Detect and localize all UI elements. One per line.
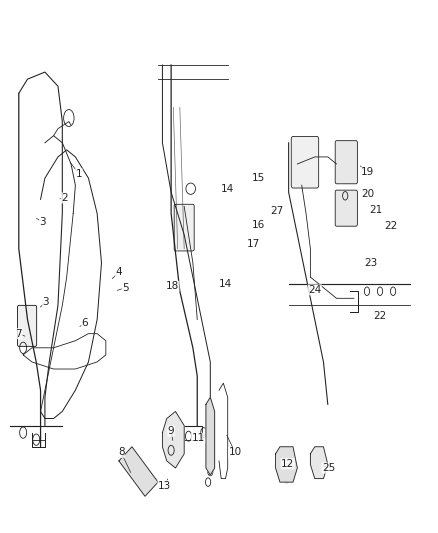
Text: 11: 11 xyxy=(191,433,205,443)
Text: 17: 17 xyxy=(247,239,261,249)
Text: 12: 12 xyxy=(281,459,294,469)
Text: 9: 9 xyxy=(168,426,174,436)
Text: 18: 18 xyxy=(166,281,179,292)
Text: 15: 15 xyxy=(251,173,265,183)
Polygon shape xyxy=(119,447,158,496)
Text: 22: 22 xyxy=(373,311,386,321)
Text: 25: 25 xyxy=(322,463,336,473)
Text: 16: 16 xyxy=(251,221,265,230)
Polygon shape xyxy=(311,447,328,479)
FancyBboxPatch shape xyxy=(291,136,319,188)
Text: 13: 13 xyxy=(158,481,171,491)
Text: 14: 14 xyxy=(219,279,232,289)
Text: 3: 3 xyxy=(39,217,46,227)
Text: 4: 4 xyxy=(116,267,122,277)
Text: 24: 24 xyxy=(308,285,321,295)
Text: 23: 23 xyxy=(364,258,377,268)
FancyBboxPatch shape xyxy=(335,190,357,226)
Text: 19: 19 xyxy=(360,167,374,177)
Text: 27: 27 xyxy=(270,206,283,216)
Polygon shape xyxy=(206,397,215,475)
Text: 21: 21 xyxy=(369,205,382,215)
Text: 7: 7 xyxy=(15,329,22,338)
Text: 5: 5 xyxy=(122,282,129,293)
Text: 22: 22 xyxy=(384,221,398,231)
Text: 8: 8 xyxy=(118,447,124,457)
FancyBboxPatch shape xyxy=(335,141,357,184)
Text: 6: 6 xyxy=(81,318,88,328)
Text: 2: 2 xyxy=(61,193,68,203)
Text: 3: 3 xyxy=(42,297,49,307)
FancyBboxPatch shape xyxy=(174,204,194,251)
Text: 10: 10 xyxy=(229,447,242,457)
Polygon shape xyxy=(162,411,184,468)
Text: 20: 20 xyxy=(362,189,375,199)
Text: 14: 14 xyxy=(221,184,234,195)
Text: 1: 1 xyxy=(75,169,82,179)
FancyBboxPatch shape xyxy=(18,305,37,346)
Polygon shape xyxy=(276,447,297,482)
